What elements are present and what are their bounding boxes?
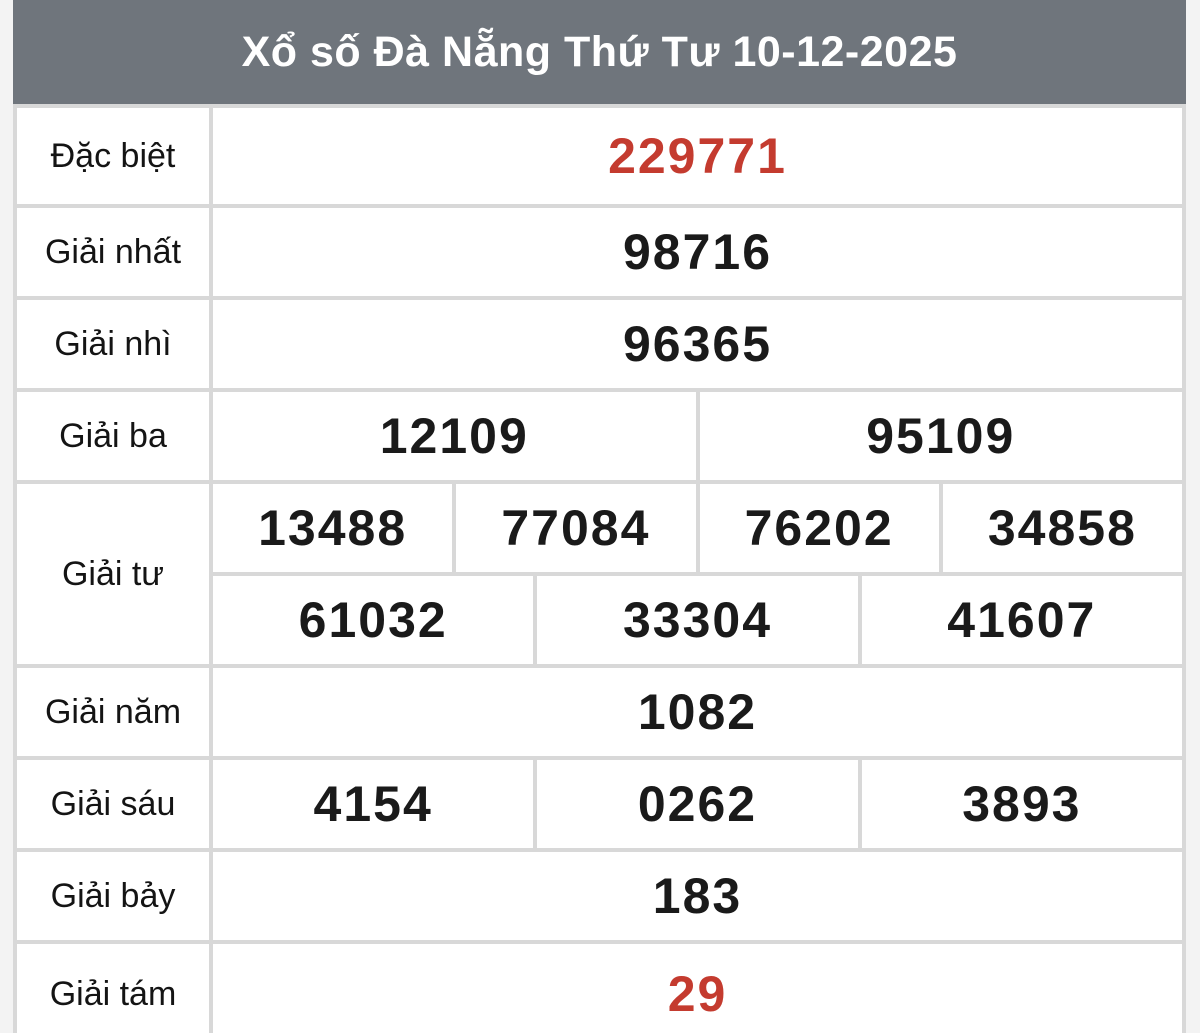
table-row: Giải bảy 183 — [17, 852, 1182, 940]
prize-number: 13488 — [213, 484, 453, 572]
table-row: Giải nhì 96365 — [17, 300, 1182, 388]
prize-number: 76202 — [699, 484, 939, 572]
prize-number: 4154 — [213, 760, 534, 848]
prize-number-groups: 96365 — [213, 300, 1182, 388]
prize-number-subrow: 96365 — [213, 300, 1182, 388]
results-table: Đặc biệt 229771 Giải nhất 98716 Giải nhì 9636… — [13, 104, 1186, 1033]
prize-number: 77084 — [456, 484, 696, 572]
table-row: Giải tám 29 — [17, 944, 1182, 1033]
prize-number: 229771 — [213, 108, 1182, 204]
prize-number: 0262 — [537, 760, 858, 848]
prize-number: 29 — [213, 944, 1182, 1033]
prize-number-groups: 29 — [213, 944, 1182, 1033]
prize-number-subrow: 61032 33304 41607 — [213, 576, 1182, 664]
table-row: Giải tư 13488 77084 76202 34858 61032 33304 416… — [17, 484, 1182, 664]
prize-label: Giải tám — [17, 944, 209, 1033]
prize-number: 96365 — [213, 300, 1182, 388]
prize-number-subrow: 4154 0262 3893 — [213, 760, 1182, 848]
prize-number: 3893 — [861, 760, 1182, 848]
prize-label: Đặc biệt — [17, 108, 209, 204]
prize-label: Giải bảy — [17, 852, 209, 940]
table-row: Giải nhất 98716 — [17, 208, 1182, 296]
lottery-results-card: Xổ số Đà Nẵng Thứ Tư 10-12-2025 Đặc biệt… — [13, 0, 1186, 1033]
prize-label: Giải sáu — [17, 760, 209, 848]
prize-number-subrow: 29 — [213, 944, 1182, 1033]
prize-number: 183 — [213, 852, 1182, 940]
prize-number: 33304 — [537, 576, 858, 664]
prize-label: Giải tư — [17, 484, 209, 664]
prize-number-groups: 1082 — [213, 668, 1182, 756]
prize-number-subrow: 98716 — [213, 208, 1182, 296]
prize-number: 98716 — [213, 208, 1182, 296]
lottery-header: Xổ số Đà Nẵng Thứ Tư 10-12-2025 — [13, 0, 1186, 104]
prize-number-subrow: 183 — [213, 852, 1182, 940]
prize-number: 12109 — [213, 392, 696, 480]
prize-number-groups: 183 — [213, 852, 1182, 940]
page-title: Xổ số Đà Nẵng Thứ Tư 10-12-2025 — [241, 27, 958, 76]
prize-number-subrow: 12109 95109 — [213, 392, 1182, 480]
prize-label: Giải nhất — [17, 208, 209, 296]
prize-number: 34858 — [942, 484, 1182, 572]
table-row: Đặc biệt 229771 — [17, 108, 1182, 204]
prize-number-groups: 229771 — [213, 108, 1182, 204]
prize-number-groups: 13488 77084 76202 34858 61032 33304 41607 — [213, 484, 1182, 664]
prize-number: 61032 — [213, 576, 534, 664]
table-row: Giải năm 1082 — [17, 668, 1182, 756]
prize-number: 95109 — [699, 392, 1182, 480]
prize-number: 1082 — [213, 668, 1182, 756]
prize-number: 41607 — [861, 576, 1182, 664]
prize-number-groups: 4154 0262 3893 — [213, 760, 1182, 848]
prize-number-subrow: 229771 — [213, 108, 1182, 204]
table-row: Giải sáu 4154 0262 3893 — [17, 760, 1182, 848]
prize-label: Giải ba — [17, 392, 209, 480]
prize-number-groups: 12109 95109 — [213, 392, 1182, 480]
prize-label: Giải năm — [17, 668, 209, 756]
prize-number-subrow: 1082 — [213, 668, 1182, 756]
prize-number-subrow: 13488 77084 76202 34858 — [213, 484, 1182, 572]
prize-label: Giải nhì — [17, 300, 209, 388]
table-row: Giải ba 12109 95109 — [17, 392, 1182, 480]
prize-number-groups: 98716 — [213, 208, 1182, 296]
